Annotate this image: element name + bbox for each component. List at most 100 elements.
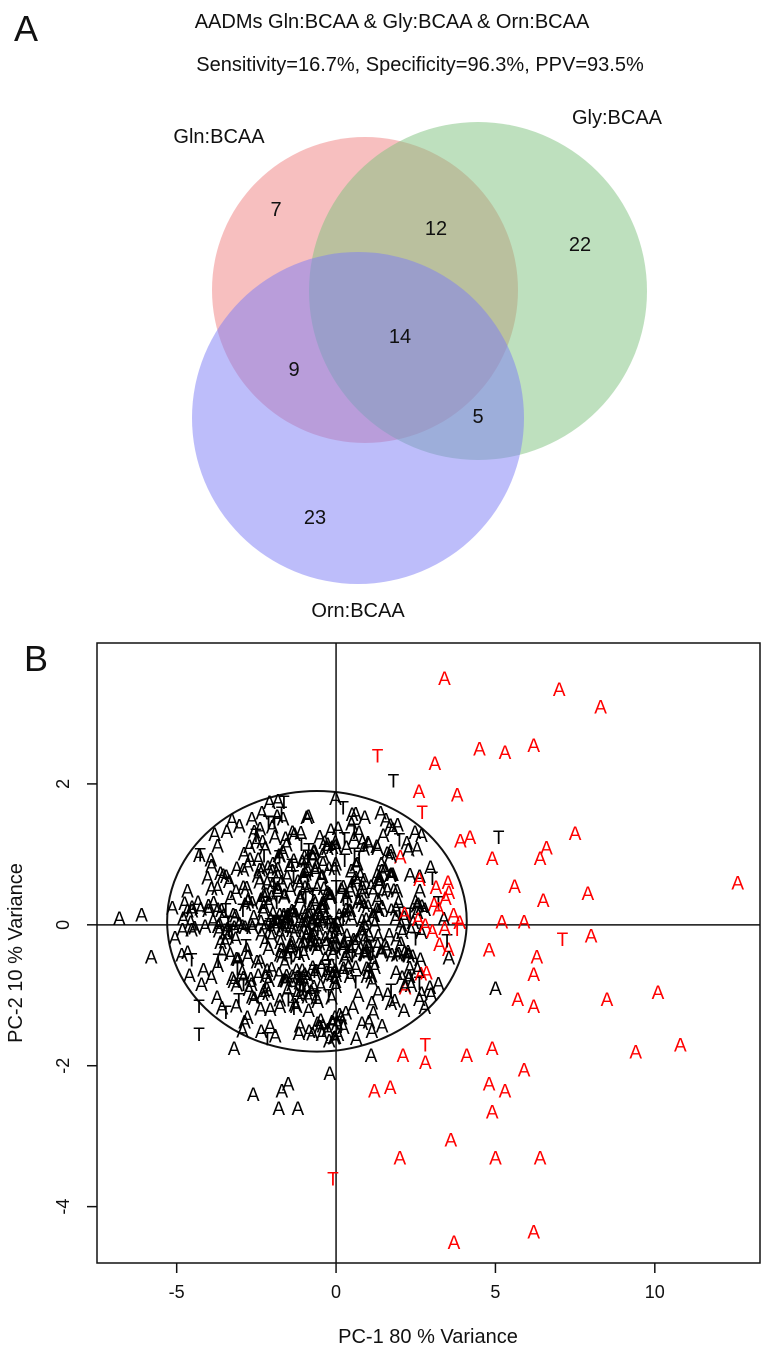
axes: -5 0 5 10 -4 -2 0 2 (53, 779, 665, 1302)
scatter-point: A (365, 1022, 378, 1043)
scatter-point: A (237, 878, 250, 899)
scatter-point: A (294, 1016, 307, 1037)
scatter-point: A (286, 921, 299, 942)
scatter-point: A (274, 925, 287, 946)
scatter-point: A (372, 927, 385, 948)
scatter-point: A (318, 879, 331, 900)
scatter-point: A (239, 895, 252, 916)
scatter-point: A (294, 973, 307, 994)
scatter-point: A (347, 998, 360, 1019)
scatter-point: A (340, 900, 353, 921)
scatter-point: A (392, 944, 405, 965)
scatter-point: A (325, 956, 338, 977)
scatter-point: A (358, 929, 371, 950)
scatter-point: A (296, 968, 309, 989)
scatter-point: A (306, 848, 319, 869)
scatter-point: A (438, 919, 451, 940)
scatter-point: A (402, 969, 415, 990)
scatter-point: A (285, 937, 298, 958)
scatter-point: A (292, 1024, 305, 1045)
scatter-point: A (236, 1022, 249, 1043)
scatter-point: A (305, 934, 318, 955)
scatter-point: A (230, 949, 243, 970)
scatter-point: A (281, 947, 294, 968)
scatter-point: A (386, 946, 399, 967)
scatter-point: A (429, 754, 442, 775)
scatter-point: A (527, 997, 540, 1018)
scatter-point: A (337, 936, 350, 957)
scatter-point: A (360, 967, 373, 988)
scatter-point: T (310, 987, 322, 1008)
scatter-point: A (366, 973, 379, 994)
scatter-point: A (213, 915, 226, 936)
scatter-point: A (319, 929, 332, 950)
scatter-point: A (412, 895, 425, 916)
scatter-point: A (294, 911, 307, 932)
scatter-point: T (220, 1003, 232, 1024)
scatter-point: A (305, 982, 318, 1003)
scatter-point: A (376, 942, 389, 963)
scatter-point: A (242, 890, 255, 911)
scatter-point: T (238, 975, 250, 996)
scatter-point: A (276, 946, 289, 967)
scatter-point: A (355, 892, 368, 913)
scatter-point: A (379, 935, 392, 956)
scatter-point: A (362, 897, 375, 918)
scatter-point: A (370, 837, 383, 858)
scatter-point: A (262, 893, 275, 914)
scatter-point: A (430, 878, 443, 899)
scatter-point: A (316, 1025, 329, 1046)
scatter-point: A (201, 869, 214, 890)
scatter-point: A (280, 919, 293, 940)
scatter-point: A (272, 912, 285, 933)
scatter-point: A (346, 875, 359, 896)
scatter-point: A (384, 1078, 397, 1099)
scatter-point: A (205, 850, 218, 871)
scatter-point: A (295, 987, 308, 1008)
scatter-point: T (194, 846, 206, 867)
scatter-point: A (230, 882, 243, 903)
scatter-point: A (327, 943, 340, 964)
scatter-point: A (277, 810, 290, 831)
scatter-point: A (674, 1036, 687, 1057)
scatter-point: A (316, 894, 329, 915)
scatter-point: A (279, 829, 292, 850)
scatter-point: A (404, 866, 417, 887)
scatter-point: A (330, 920, 343, 941)
scatter-point: A (272, 1099, 285, 1120)
scatter-point: A (385, 865, 398, 886)
scatter-point: A (374, 804, 387, 825)
scatter-point: A (260, 967, 273, 988)
scatter-point: A (271, 912, 284, 933)
scatter-point: A (195, 975, 208, 996)
scatter-point: A (292, 946, 305, 967)
scatter-point: A (338, 935, 351, 956)
scatter-point: A (423, 978, 436, 999)
scatter-point: A (276, 917, 289, 938)
scatter-point: T (372, 747, 384, 768)
scatter-point: A (316, 867, 329, 888)
scatter-point: A (291, 872, 304, 893)
scatter-point: A (296, 916, 309, 937)
scatter-point: A (275, 872, 288, 893)
scatter-point: A (254, 819, 267, 840)
scatter-point: A (326, 965, 339, 986)
scatter-point: A (405, 921, 418, 942)
scatter-point: A (419, 1053, 432, 1074)
scatter-point: A (256, 804, 269, 825)
scatter-point: A (344, 901, 357, 922)
scatter-point: A (229, 929, 242, 950)
scatter-point: A (248, 823, 261, 844)
scatter-point: A (233, 817, 246, 838)
scatter-point: A (311, 879, 324, 900)
scatter-point: T (331, 878, 343, 899)
scatter-point: A (483, 940, 496, 961)
scatter-point: A (215, 901, 228, 922)
scatter-point: A (331, 1015, 344, 1036)
venn-circle-orn (192, 252, 524, 584)
scatter-point: A (184, 913, 197, 934)
scatter-point: A (278, 886, 291, 907)
scatter-point: A (433, 935, 446, 956)
scatter-point: A (253, 872, 266, 893)
scatter-point: A (367, 952, 380, 973)
